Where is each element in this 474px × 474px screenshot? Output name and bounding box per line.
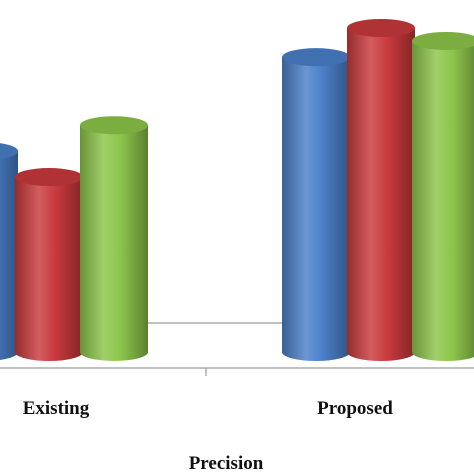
bar-body <box>15 177 83 361</box>
bar-top <box>282 48 350 67</box>
bar-existing-series-2 <box>15 168 83 361</box>
bar-body <box>282 57 350 361</box>
bar-top <box>347 19 415 37</box>
bar-top <box>15 168 83 187</box>
x-axis-title: Precision <box>189 453 264 474</box>
category-label-existing: Existing <box>23 398 90 419</box>
bar-proposed-series-1 <box>282 48 350 361</box>
bars-layer <box>0 19 474 361</box>
category-label-proposed: Proposed <box>317 398 393 419</box>
bar-existing-series-3 <box>80 116 148 361</box>
bar-body <box>0 151 18 360</box>
bar-top <box>412 31 474 50</box>
bar-body <box>80 125 148 361</box>
bar-existing-series-1 <box>0 143 18 360</box>
bar-top <box>80 116 148 135</box>
bar-top <box>0 143 18 160</box>
bar-body <box>347 28 415 361</box>
bar-proposed-series-3 <box>412 31 474 361</box>
bar-body <box>412 40 474 361</box>
bar-proposed-series-2 <box>347 19 415 361</box>
